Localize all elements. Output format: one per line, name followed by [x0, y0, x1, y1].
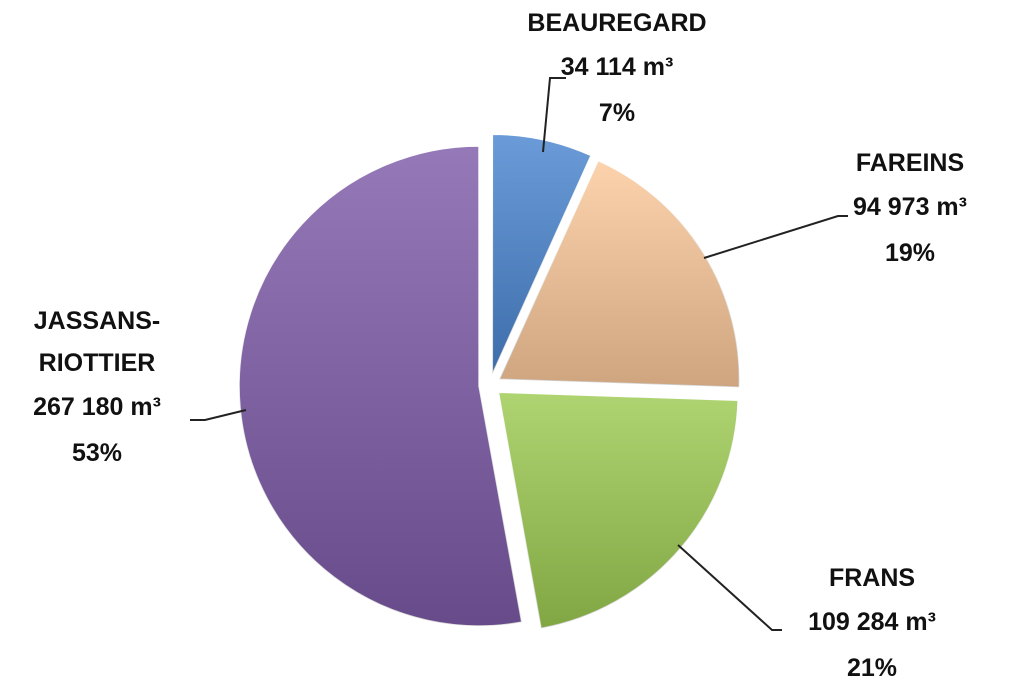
data-label: FRANS 109 284 m³ 21% [742, 557, 1002, 691]
category-label: JASSANS-RIOTTIER [33, 307, 161, 377]
leader-lines [190, 77, 848, 631]
pie-slice-shade [239, 145, 522, 626]
leader-line [703, 215, 848, 259]
category-label: FAREINS [855, 149, 965, 177]
percent-label: 53% [71, 439, 123, 467]
data-label: FAREINS 94 973 m³ 19% [780, 142, 1010, 276]
data-label: JASSANS-RIOTTIER 267 180 m³ 53% [12, 300, 182, 476]
pie-slice-shade [492, 134, 592, 375]
percent-label: 7% [598, 99, 636, 127]
value-label: 267 180 m³ [33, 393, 161, 421]
data-label: BEAUREGARD 34 114 m³ 7% [487, 2, 747, 136]
percent-label: 19% [884, 239, 936, 267]
leader-line [190, 409, 247, 421]
value-label: 94 973 m³ [853, 193, 967, 221]
category-label: BEAUREGARD [527, 9, 707, 37]
pie-slice-shade [498, 392, 739, 629]
value-label: 109 284 m³ [808, 608, 936, 636]
percent-label: 21% [846, 654, 898, 682]
leader-line [542, 77, 566, 153]
value-label: 34 114 m³ [560, 53, 674, 81]
pie [238, 133, 741, 630]
pie-slice-shade [499, 160, 740, 388]
category-label: FRANS [828, 564, 916, 592]
leader-line [677, 544, 782, 631]
